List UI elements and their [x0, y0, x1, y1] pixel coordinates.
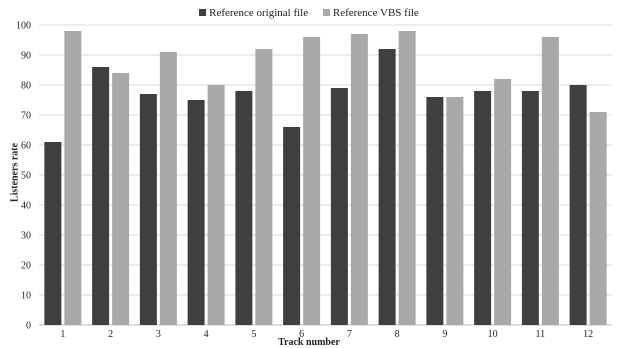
bar-vbs-7 [350, 34, 368, 325]
bar-original-12 [569, 85, 587, 325]
legend-label-original: Reference original file [209, 7, 309, 19]
bar-original-10 [474, 91, 492, 325]
x-tick-label: 1 [60, 329, 65, 340]
x-tick-label: 9 [442, 329, 447, 340]
bar-vbs-10 [494, 79, 512, 325]
x-tick-label: 8 [395, 329, 400, 340]
bar-original-6 [283, 127, 301, 325]
bar-vbs-12 [589, 112, 607, 325]
bar-original-2 [92, 67, 110, 325]
bar-vbs-1 [64, 31, 82, 325]
x-tick-label: 6 [299, 329, 304, 340]
bar-vbs-5 [255, 49, 273, 325]
x-tick-label: 12 [583, 329, 593, 340]
x-tick-label: 11 [536, 329, 546, 340]
y-tick-label: 40 [21, 201, 31, 212]
x-tick-label: 4 [204, 329, 209, 340]
legend-label-vbs: Reference VBS file [332, 7, 419, 19]
x-tick-label: 7 [347, 329, 352, 340]
legend-swatch-vbs [322, 9, 330, 16]
legend-item-vbs: Reference VBS file [322, 7, 419, 19]
y-tick-label: 20 [21, 261, 31, 272]
x-axis-label: Track number [278, 337, 340, 348]
bar-original-8 [378, 49, 396, 325]
bar-vbs-8 [398, 31, 416, 325]
bar-original-3 [139, 94, 157, 325]
y-tick-label: 30 [21, 231, 31, 242]
x-tick-label: 3 [156, 329, 161, 340]
bar-vbs-9 [446, 97, 464, 325]
x-tick-label: 5 [251, 329, 256, 340]
bar-vbs-6 [303, 37, 321, 325]
bar-vbs-3 [159, 52, 177, 325]
x-tick-label: 10 [488, 329, 498, 340]
y-tick-label: 100 [16, 21, 31, 32]
chart-legend: Reference original file Reference VBS fi… [0, 7, 618, 19]
y-tick-label: 50 [21, 171, 31, 182]
bar-original-7 [330, 88, 348, 325]
bar-original-9 [426, 97, 444, 325]
bar-original-11 [521, 91, 539, 325]
y-tick-label: 0 [26, 321, 31, 332]
bar-original-5 [235, 91, 253, 325]
bar-vbs-4 [207, 85, 225, 325]
bar-vbs-2 [112, 73, 130, 325]
legend-swatch-original [199, 9, 207, 16]
bar-original-4 [187, 100, 205, 325]
bar-original-1 [44, 142, 62, 325]
y-tick-label: 60 [21, 141, 31, 152]
x-tick-label: 2 [108, 329, 113, 340]
bar-vbs-11 [541, 37, 559, 325]
y-tick-label: 10 [21, 291, 31, 302]
y-tick-label: 90 [21, 51, 31, 62]
y-tick-label: 70 [21, 111, 31, 122]
y-tick-label: 80 [21, 81, 31, 92]
legend-item-original: Reference original file [199, 7, 308, 19]
